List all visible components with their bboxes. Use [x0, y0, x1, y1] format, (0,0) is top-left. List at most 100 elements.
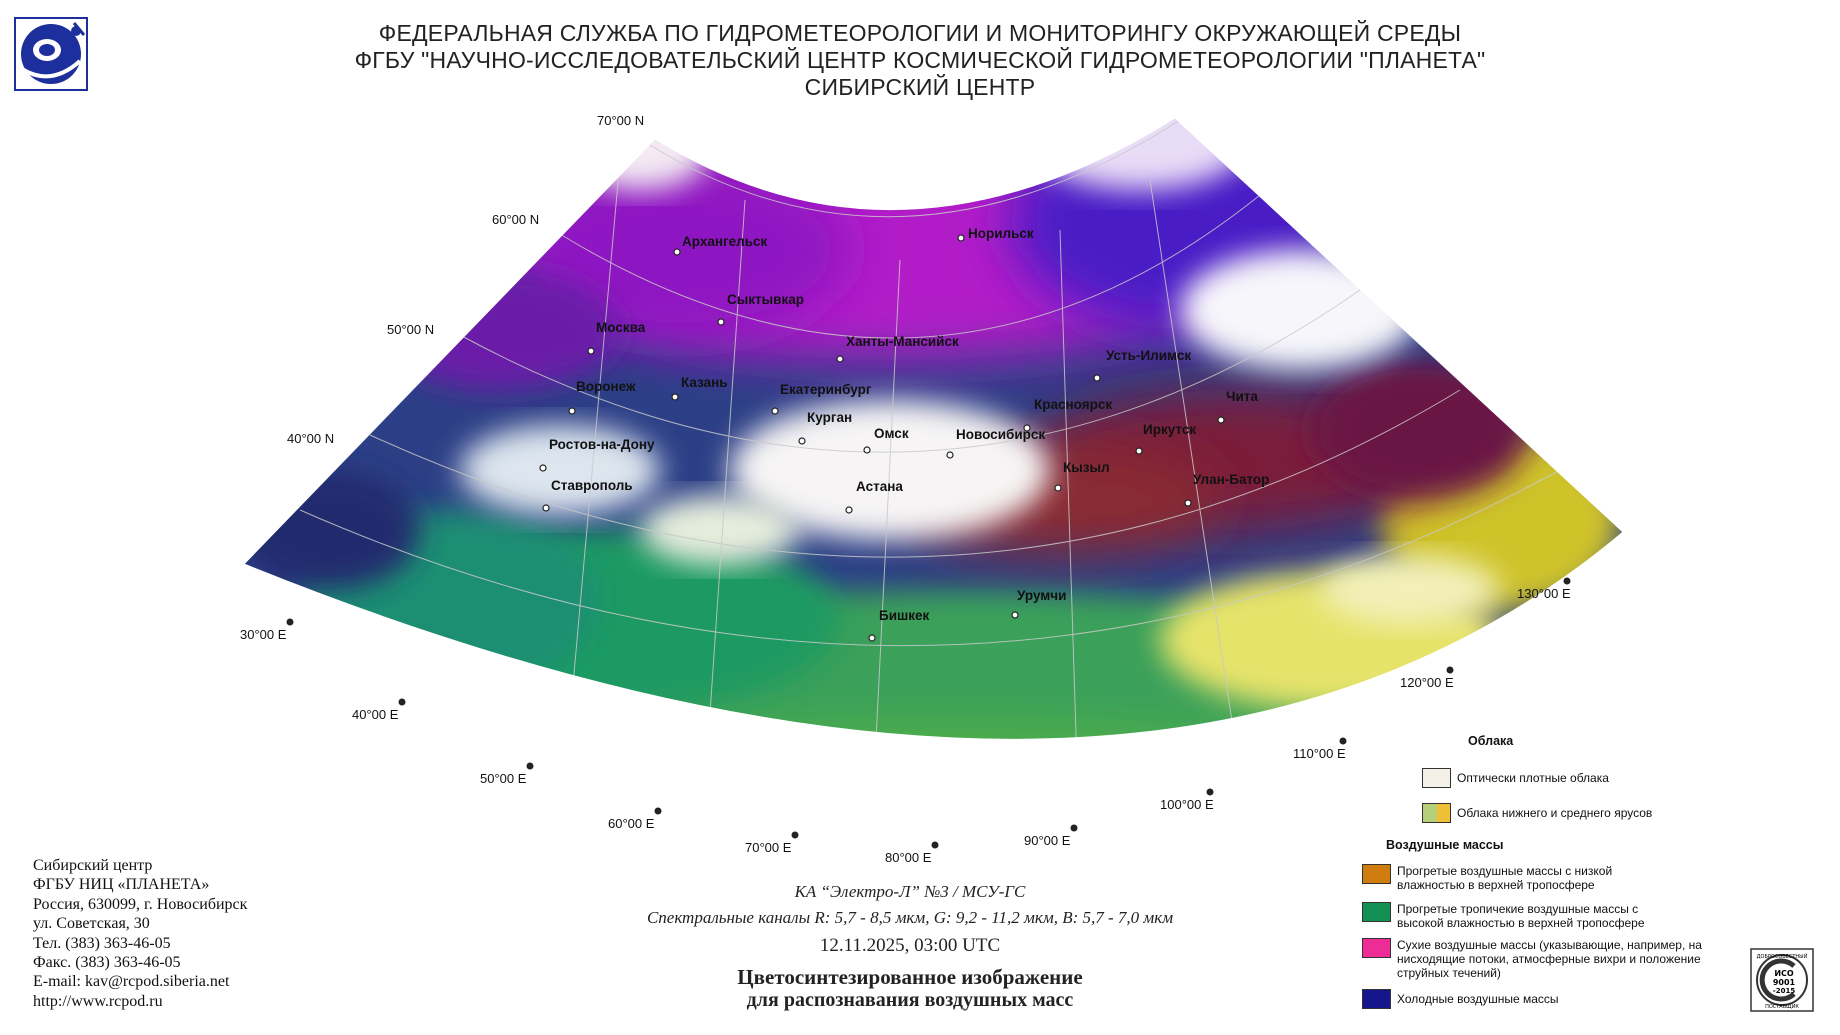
legend-air-title: Воздушные массы [1386, 838, 1504, 852]
contact-line: ул. Советская, 30 [33, 915, 150, 933]
lat-labels: 70°00 N 60°00 N 50°00 N 40°00 N [287, 113, 644, 446]
swatch-warm-dry [1362, 864, 1391, 884]
lon-tick [1563, 577, 1571, 585]
swatch-low-mid-left [1423, 804, 1437, 822]
legend-dense-clouds-label: Оптически плотные облака [1457, 771, 1609, 785]
legend-warm-dry-label: Прогретые воздушные массы с низкой влажн… [1397, 864, 1613, 892]
lon-label: 70°00 E [745, 840, 792, 855]
city-label: Красноярск [1034, 397, 1112, 412]
badge-line2: 9001 [1773, 978, 1796, 987]
city-label: Сыктывкар [727, 292, 804, 307]
planeta-logo [14, 17, 88, 91]
city-label: Омск [874, 426, 909, 441]
contact-website: http://www.rcpod.ru [33, 992, 163, 1010]
lon-tick [931, 841, 939, 849]
city-dot [1217, 416, 1225, 424]
badge-arc-bottom: ПОСТАВЩИК [1765, 1004, 1799, 1010]
lon-tick [1070, 824, 1078, 832]
city-label: Улан-Батор [1193, 472, 1269, 487]
swatch-cold [1362, 989, 1391, 1009]
city-label: Норильск [968, 226, 1034, 241]
city-label: Ростов-на-Дону [549, 437, 655, 452]
lon-label: 30°00 E [240, 627, 287, 642]
header-line3: СИБИРСКИЙ ЦЕНТР [804, 74, 1036, 100]
city-dot [836, 355, 844, 363]
swatch-dense-clouds [1422, 768, 1451, 788]
caption-subtitle: для распознавания воздушных масс [746, 989, 1074, 1011]
lon-tick [398, 698, 406, 706]
lat-label: 60°00 N [492, 212, 539, 227]
city-label: Усть-Илимск [1106, 348, 1191, 363]
legend-low-mid-clouds-label: Облака нижнего и среднего ярусов [1457, 806, 1653, 820]
lon-tick [286, 618, 294, 626]
badge-line1: ИСО [1774, 969, 1794, 978]
city-dot [798, 437, 806, 445]
contact-email: E-mail: kav@rcpod.siberia.net [33, 973, 230, 991]
swatch-warm-tropical [1362, 902, 1391, 922]
city-label: Иркутск [1143, 422, 1196, 437]
city-dot [1054, 484, 1062, 492]
lon-label: 110°00 E [1293, 746, 1346, 761]
legend-dry-label: Сухие воздушные массы (указывающие, напр… [1397, 938, 1702, 980]
badge-arc-top: ДОБРОСОВЕСТНЫЙ [1757, 953, 1808, 960]
lon-label: 120°00 E [1400, 675, 1454, 690]
contact-info: Сибирский центр ФГБУ НИЦ «ПЛАНЕТА» Росси… [33, 856, 247, 1011]
legend-dry: Сухие воздушные массы (указывающие, напр… [1362, 938, 1757, 980]
lon-tick [526, 762, 534, 770]
city-label: Чита [1226, 389, 1258, 404]
legend-warm-dry: Прогретые воздушные массы с низкой влажн… [1362, 864, 1757, 892]
lon-label: 130°00 E [1517, 586, 1571, 601]
contact-line: ФГБУ НИЦ «ПЛАНЕТА» [33, 876, 210, 894]
city-dot [771, 407, 779, 415]
legend-warm-tropical: Прогретые тропичекие воздушные массы с в… [1362, 902, 1757, 930]
map-border [243, 117, 1624, 740]
lon-label: 40°00 E [352, 707, 399, 722]
city-label: Ханты-Мансийск [846, 334, 959, 349]
badge-line3: -2015 [1773, 987, 1796, 995]
lon-tick [1339, 737, 1347, 745]
city-label: Екатеринбург [780, 382, 872, 397]
city-dot [587, 347, 595, 355]
caption-satellite: КА “Электро-Л” №3 / МСУ-ГС [794, 882, 1026, 901]
city-dot [1184, 499, 1192, 507]
swatch-low-mid-right [1436, 804, 1450, 822]
city-dot [957, 234, 965, 242]
city-label: Воронеж [576, 379, 636, 394]
lon-tick [791, 831, 799, 839]
legend-low-mid-clouds: Облака нижнего и среднего ярусов [1422, 803, 1652, 823]
lon-labels: 30°00 E 40°00 E 50°00 E 60°00 E 70°00 E 80°00… [240, 577, 1571, 865]
legend-dense-clouds: Оптически плотные облака [1422, 768, 1609, 788]
city-dot [1011, 611, 1019, 619]
legend-cold: Холодные воздушные массы [1362, 989, 1757, 1009]
contact-line: Сибирский центр [33, 857, 153, 874]
city-dot [868, 634, 876, 642]
lat-label: 50°00 N [387, 322, 434, 337]
lon-label: 60°00 E [608, 816, 655, 831]
legend-cold-label: Холодные воздушные массы [1397, 992, 1559, 1006]
caption-title: Цветосинтезированное изображение [737, 965, 1083, 989]
lon-tick [1206, 788, 1214, 796]
legend-clouds-title: Облака [1468, 734, 1514, 748]
lat-label: 70°00 N [597, 113, 644, 128]
swatch-low-mid-clouds [1422, 803, 1451, 823]
city-label: Курган [807, 410, 852, 425]
header: ФЕДЕРАЛЬНАЯ СЛУЖБА ПО ГИДРОМЕТЕОРОЛОГИИ … [180, 20, 1660, 101]
city-label: Новосибирск [956, 427, 1045, 442]
city-dot [671, 393, 679, 401]
caption: КА “Электро-Л” №3 / МСУ-ГС Спектральные … [560, 879, 1260, 1011]
legend-warm-tropical-label: Прогретые тропичекие воздушные массы с в… [1397, 902, 1645, 930]
city-dot [946, 451, 954, 459]
iso-certificate-badge: ДОБРОСОВЕСТНЫЙ ИСО 9001 -2015 ПОСТАВЩИК [1750, 948, 1814, 1012]
city-label: Урумчи [1017, 588, 1066, 603]
city-dot [1093, 374, 1101, 382]
city-label: Казань [681, 375, 728, 390]
city-dot [845, 506, 853, 514]
city-label: Москва [596, 320, 646, 335]
lon-tick [1446, 666, 1454, 674]
contact-line: Россия, 630099, г. Новосибирск [33, 895, 248, 913]
city-dot [863, 446, 871, 454]
city-dot [673, 248, 681, 256]
lon-label: 50°00 E [480, 771, 527, 786]
city-dot [717, 318, 725, 326]
